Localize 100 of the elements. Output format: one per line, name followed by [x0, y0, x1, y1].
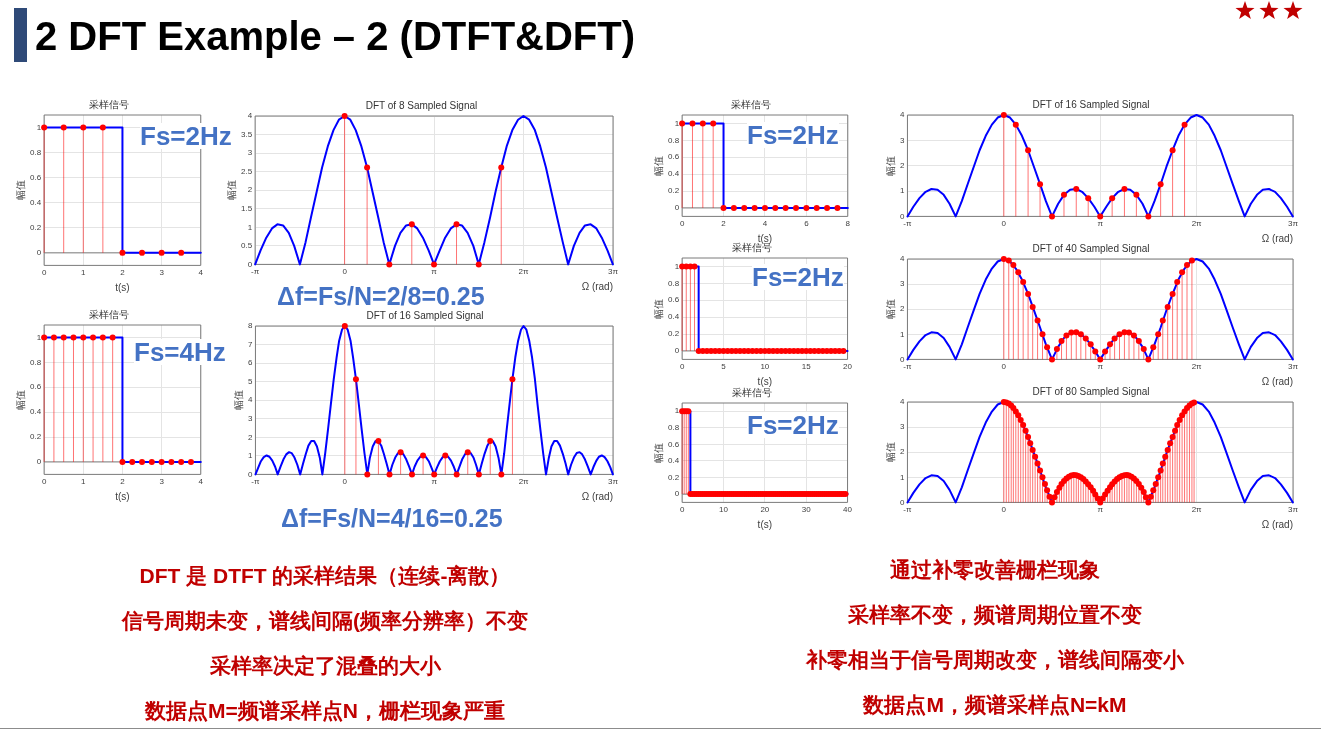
y-tick-label: 3: [900, 422, 905, 432]
point: [1169, 147, 1176, 154]
point: [1126, 329, 1133, 336]
x-tick-label: 2π: [518, 477, 530, 487]
point: [1164, 303, 1171, 310]
point: [453, 221, 460, 228]
x-axis-title: t(s): [757, 375, 773, 387]
y-tick-label: 4: [900, 110, 905, 120]
chart-title: 采样信号: [88, 98, 129, 110]
point: [364, 164, 371, 171]
point: [1085, 195, 1092, 202]
y-tick-label: 4: [248, 395, 253, 405]
y-tick-label: 1: [900, 329, 905, 339]
point: [375, 438, 382, 445]
point: [1068, 329, 1075, 336]
x-axis-title: t(s): [115, 281, 130, 293]
y-tick-label: 4: [900, 254, 905, 264]
x-tick-label: 3π: [1288, 219, 1299, 229]
point: [509, 376, 516, 383]
chart-title: DFT of 8 Sampled Signal: [365, 99, 478, 111]
chart-title: DFT of 40 Sampled Signal: [1032, 242, 1150, 254]
point: [442, 452, 449, 459]
x-tick-label: 0: [342, 267, 348, 277]
x-tick-label: 0: [1001, 219, 1007, 229]
point: [352, 376, 359, 383]
y-tick-label: 0.4: [30, 197, 42, 207]
y-tick-label: 0.6: [30, 382, 42, 392]
y-axis-title: 幅值: [14, 180, 26, 201]
x-tick-label: 4: [198, 477, 204, 487]
y-tick-label: 0: [674, 489, 680, 499]
x-tick-label: π: [431, 477, 438, 487]
point: [1130, 332, 1137, 339]
y-tick-label: 0: [674, 346, 680, 356]
point: [1037, 181, 1044, 188]
x-axis-title: t(s): [115, 490, 130, 502]
y-tick-label: 0.2: [668, 186, 680, 196]
point: [1087, 341, 1094, 348]
y-tick-label: 0: [247, 259, 253, 269]
y-tick-label: 5: [248, 376, 253, 386]
point: [1073, 329, 1080, 336]
y-tick-label: 3.5: [241, 129, 253, 139]
x-tick-label: 20: [760, 505, 770, 515]
y-tick-label: 0.8: [30, 357, 42, 367]
y-tick-label: 0.6: [668, 152, 680, 162]
y-tick-label: 2: [247, 185, 253, 195]
point: [1184, 262, 1191, 269]
point: [1000, 256, 1007, 262]
y-tick-label: 0: [36, 248, 42, 258]
point: [1000, 112, 1007, 118]
x-axis-title: Ω (rad): [1261, 375, 1294, 387]
y-tick-label: 3: [900, 135, 905, 145]
point: [1159, 317, 1166, 324]
y-tick-label: 1: [900, 186, 905, 196]
point: [1107, 341, 1113, 348]
point: [1044, 344, 1051, 351]
y-axis-title: 幅值: [652, 298, 664, 319]
y-tick-label: 0.2: [30, 432, 42, 442]
point: [1155, 331, 1162, 338]
point: [1039, 331, 1046, 338]
point: [1174, 279, 1181, 286]
chart-title: 采样信号: [88, 308, 129, 320]
x-tick-label: π: [1097, 505, 1104, 515]
y-tick-label: 2: [900, 447, 905, 457]
point: [1029, 303, 1036, 310]
y-tick-label: 0: [36, 457, 42, 467]
y-tick-label: 3: [248, 413, 253, 423]
x-tick-label: 1: [81, 477, 87, 487]
annotation: Fs=4Hz: [134, 337, 226, 367]
text: Δf=Fs/N=2/8=0.25: [277, 282, 485, 310]
x-tick-label: 2: [120, 268, 126, 278]
point: [1053, 346, 1060, 353]
x-tick-label: 8: [845, 219, 851, 229]
x-tick-label: 0: [1001, 362, 1007, 372]
x-tick-label: 2: [120, 477, 126, 487]
text: 补零相当于信号周期改变，谱线间隔变小: [806, 647, 1184, 673]
x-tick-label: 3π: [608, 267, 619, 277]
y-tick-label: 0.2: [30, 223, 42, 232]
text: DFT 是 DTFT 的采样结果（连续-离散）: [139, 563, 511, 589]
chart-title: 采样信号: [732, 386, 772, 398]
point: [1025, 147, 1032, 154]
y-axis-title: 幅值: [232, 390, 244, 411]
text: 2 DFT Example – 2 (DTFT&DFT): [35, 13, 636, 60]
x-tick-label: 2: [721, 219, 727, 229]
x-tick-label: 2π: [518, 267, 530, 277]
x-tick-label: 10: [719, 505, 729, 515]
y-tick-label: 1: [674, 406, 680, 416]
point: [1092, 348, 1099, 355]
x-tick-label: 40: [843, 505, 853, 515]
y-tick-label: 3: [900, 279, 905, 289]
x-axis-title: Ω (rad): [1261, 232, 1294, 244]
x-tick-label: 0: [342, 477, 348, 487]
point: [1121, 186, 1128, 193]
x-tick-label: 15: [801, 362, 812, 372]
y-tick-label: 8: [248, 321, 253, 331]
y-tick-label: 0.8: [668, 278, 680, 288]
point: [408, 221, 415, 228]
y-axis-title: 幅值: [884, 299, 896, 320]
y-tick-label: 0: [674, 203, 680, 213]
y-tick-label: 1: [674, 118, 680, 128]
y-tick-label: 0.6: [668, 439, 680, 449]
